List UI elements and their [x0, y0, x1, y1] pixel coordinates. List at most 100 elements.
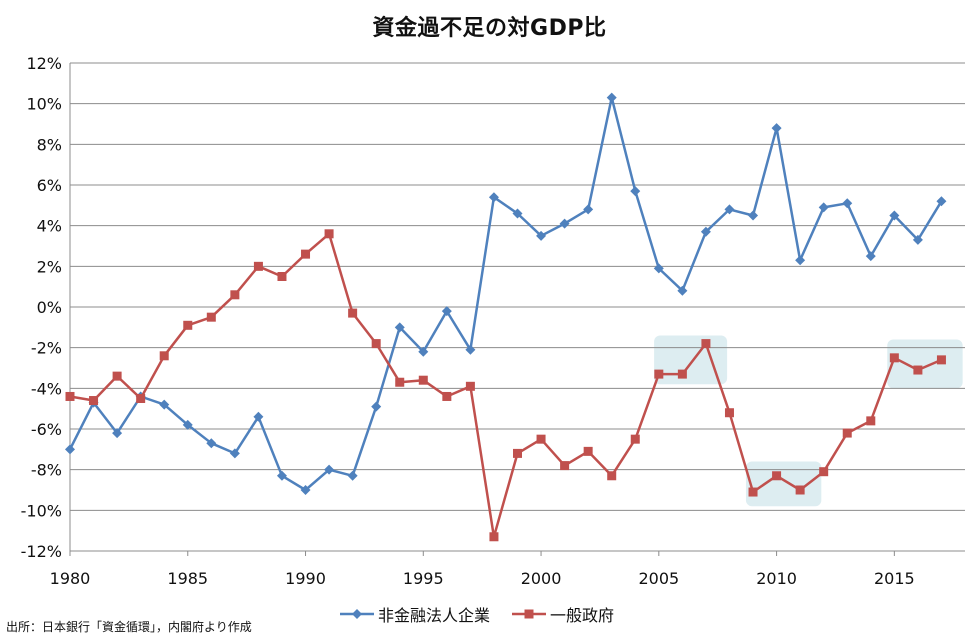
- y-tick-label: -12%: [21, 542, 62, 561]
- x-tick-label: 1985: [167, 569, 208, 588]
- data-point-series-2: [489, 532, 499, 542]
- data-point-series-1: [488, 192, 499, 203]
- data-point-series-1: [347, 470, 358, 481]
- source-note: 出所：日本銀行「資金循環」，内閣府より作成: [6, 620, 252, 634]
- data-point-series-1: [112, 428, 123, 439]
- data-point-series-1: [276, 470, 287, 481]
- highlight-box-3: [887, 339, 963, 389]
- y-tick-label: 4%: [37, 217, 62, 236]
- data-point-series-2: [183, 320, 193, 330]
- data-point-series-2: [395, 377, 405, 387]
- data-point-series-2: [630, 434, 640, 444]
- y-tick-label: 10%: [26, 95, 62, 114]
- data-point-series-1: [300, 485, 311, 495]
- data-point-series-1: [159, 399, 170, 410]
- data-point-series-2: [913, 365, 923, 375]
- data-point-series-1: [677, 285, 688, 296]
- data-point-series-2: [301, 249, 311, 259]
- legend: 非金融法人企業 一般政府: [340, 602, 614, 626]
- data-point-series-1: [536, 230, 547, 241]
- legend-label-series-1: 非金融法人企業: [378, 606, 491, 625]
- y-tick-label: -8%: [31, 461, 62, 480]
- data-point-series-2: [866, 416, 876, 426]
- data-point-series-1: [936, 196, 947, 207]
- data-point-series-2: [348, 308, 358, 318]
- data-point-series-1: [371, 401, 382, 412]
- data-point-series-1: [182, 419, 193, 430]
- data-point-series-1: [583, 204, 594, 215]
- data-point-series-2: [277, 272, 287, 281]
- data-point-series-2: [607, 471, 617, 481]
- data-point-series-2: [418, 375, 428, 385]
- data-point-series-1: [630, 186, 641, 197]
- data-point-series-2: [230, 290, 240, 300]
- data-point-series-1: [324, 464, 335, 475]
- data-point-series-2: [253, 261, 263, 271]
- data-point-series-2: [324, 229, 334, 239]
- data-point-series-2: [89, 396, 99, 406]
- data-point-series-1: [394, 322, 405, 333]
- y-tick-label: -10%: [21, 501, 62, 520]
- data-point-series-2: [724, 408, 734, 418]
- x-tick-label: 1995: [403, 569, 444, 588]
- y-tick-label: 2%: [37, 257, 62, 276]
- highlight-box-2: [745, 461, 822, 507]
- legend-marker-square: [512, 609, 547, 619]
- data-point-series-2: [65, 391, 75, 401]
- y-tick-label: -2%: [31, 339, 62, 358]
- data-point-series-1: [253, 411, 264, 422]
- series-line-1: [68, 96, 943, 492]
- data-point-series-2: [772, 471, 782, 481]
- data-point-series-1: [229, 448, 240, 459]
- data-point-series-2: [795, 485, 805, 495]
- y-tick-label: 12%: [26, 54, 62, 73]
- data-point-series-2: [819, 467, 829, 477]
- y-tick-label: -4%: [31, 379, 62, 398]
- x-tick-label: 2015: [874, 569, 915, 588]
- data-point-series-2: [583, 446, 593, 456]
- data-point-series-2: [560, 461, 570, 471]
- data-point-series-1: [206, 438, 217, 449]
- x-tick-label: 2005: [638, 569, 679, 588]
- data-point-series-2: [159, 351, 169, 361]
- x-tick-label: 1990: [285, 569, 326, 588]
- data-point-series-1: [65, 444, 75, 455]
- legend-item-series-2: 一般政府: [512, 602, 614, 626]
- y-tick-label: 0%: [37, 298, 62, 317]
- data-point-series-2: [654, 369, 664, 379]
- x-tick-label: 2000: [521, 569, 562, 588]
- data-point-series-1: [865, 251, 876, 262]
- data-point-series-2: [136, 394, 146, 403]
- y-tick-label: 8%: [37, 135, 62, 154]
- y-tick-label: -6%: [31, 420, 62, 439]
- data-point-series-1: [418, 346, 429, 357]
- x-tick-label: 1980: [50, 569, 91, 588]
- data-point-series-2: [371, 339, 381, 349]
- data-point-series-2: [701, 339, 711, 349]
- data-point-series-1: [559, 218, 570, 229]
- legend-item-series-1: 非金融法人企業: [340, 602, 490, 626]
- data-point-series-2: [677, 369, 687, 379]
- data-point-series-2: [206, 312, 216, 322]
- data-point-series-1: [748, 210, 759, 221]
- legend-label-series-2: 一般政府: [550, 606, 615, 625]
- data-point-series-1: [512, 208, 523, 219]
- data-point-series-2: [889, 353, 899, 363]
- data-point-series-2: [513, 448, 522, 458]
- data-point-series-2: [748, 487, 758, 497]
- data-point-series-1: [818, 202, 829, 213]
- data-point-series-2: [465, 381, 475, 391]
- data-point-series-1: [795, 255, 806, 266]
- legend-marker-diamond: [340, 609, 374, 619]
- chart-title: 資金過不足の対GDP比: [372, 16, 607, 41]
- data-point-series-1: [700, 226, 711, 237]
- y-tick-label: 6%: [37, 176, 62, 195]
- data-point-series-1: [465, 344, 476, 355]
- data-point-series-1: [771, 123, 782, 134]
- data-point-series-2: [842, 428, 852, 438]
- data-point-series-1: [441, 306, 452, 317]
- x-tick-label: 2010: [756, 569, 797, 588]
- data-point-series-1: [912, 234, 923, 245]
- data-point-series-2: [112, 371, 122, 381]
